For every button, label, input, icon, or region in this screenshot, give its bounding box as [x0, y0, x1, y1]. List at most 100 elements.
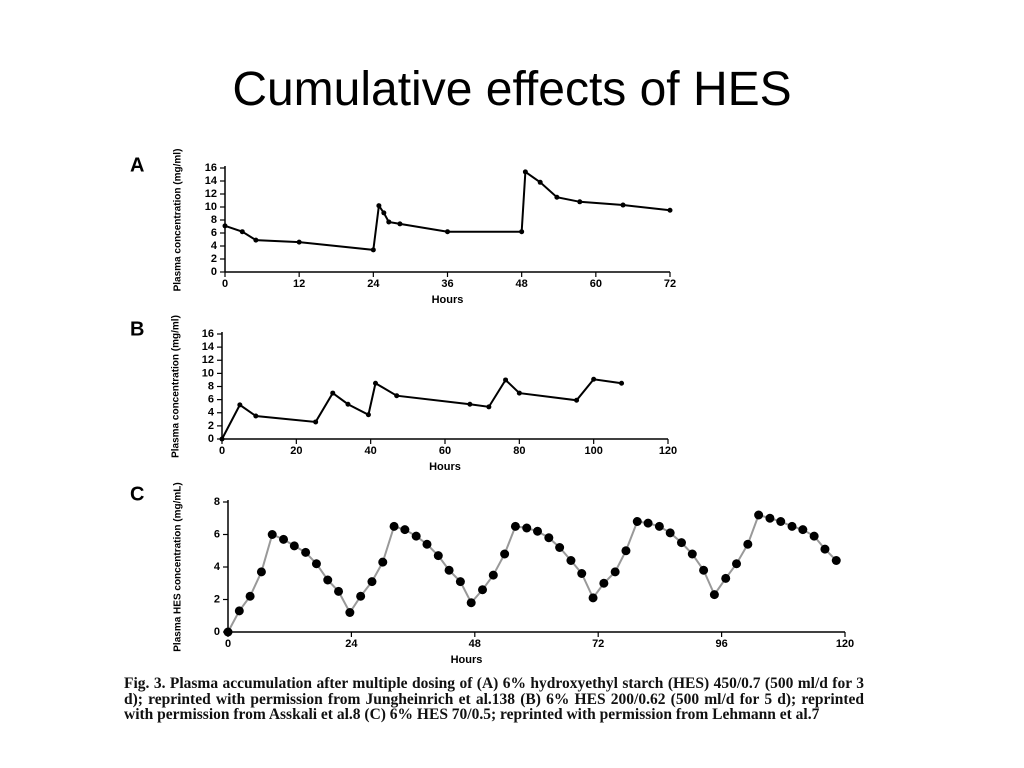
y-tick-label: 10 [205, 201, 217, 213]
data-point [239, 229, 245, 235]
data-point [296, 239, 302, 245]
y-tick-label: 0 [208, 433, 214, 445]
data-point [765, 513, 775, 523]
x-tick-label: 24 [367, 278, 380, 290]
data-point [345, 608, 355, 617]
data-point [588, 593, 598, 603]
data-point [345, 401, 351, 407]
data-point [256, 567, 266, 577]
data-line [221, 378, 622, 440]
data-point [267, 530, 277, 539]
data-point [389, 521, 399, 531]
data-point [555, 543, 565, 552]
data-point [334, 586, 344, 596]
x-tick-label: 72 [592, 638, 604, 650]
x-tick-label: 48 [469, 638, 481, 650]
data-point [676, 538, 686, 548]
data-point [699, 565, 709, 575]
y-axis-label: Plasma concentration (mg/ml) [171, 315, 182, 458]
data-point [367, 577, 377, 587]
panel-label: C [130, 483, 144, 505]
panel-label: A [130, 154, 144, 176]
data-point [566, 556, 576, 565]
data-point [370, 247, 376, 253]
y-tick-label: 2 [211, 253, 217, 265]
figure-caption: Fig. 3. Plasma accumulation after multip… [124, 675, 864, 723]
panel-label: B [130, 318, 144, 340]
x-tick-label: 60 [590, 278, 602, 290]
y-tick-label: 6 [211, 227, 217, 239]
data-point [445, 229, 450, 235]
x-tick-label: 20 [290, 445, 302, 457]
data-point [522, 169, 528, 175]
data-point [544, 533, 554, 543]
data-point [411, 531, 421, 541]
y-tick-label: 2 [214, 593, 220, 605]
data-point [732, 559, 742, 569]
data-point [610, 567, 620, 577]
data-point [591, 376, 597, 382]
data-point [743, 539, 753, 549]
y-tick-label: 16 [205, 162, 217, 174]
data-point [809, 531, 819, 541]
y-tick-label: 12 [205, 188, 217, 200]
data-point [577, 569, 587, 578]
data-point [620, 202, 626, 208]
data-point [776, 517, 786, 526]
data-point [533, 526, 543, 536]
data-point [574, 397, 580, 403]
y-axis-label: Plasma HES concentration (mg/mL) [173, 482, 184, 651]
data-point [577, 199, 583, 205]
data-point [394, 393, 400, 399]
data-point [510, 521, 520, 531]
x-tick-label: 48 [516, 278, 528, 290]
data-line [224, 170, 671, 251]
y-tick-label: 2 [208, 420, 214, 432]
data-point [234, 606, 244, 616]
x-axis-label: Hours [429, 461, 461, 473]
x-tick-label: 24 [345, 638, 358, 650]
data-point [687, 549, 697, 559]
y-tick-label: 6 [208, 394, 214, 406]
data-point [537, 179, 543, 185]
data-point [237, 402, 243, 408]
data-point [516, 390, 522, 396]
x-tick-label: 0 [219, 445, 225, 457]
data-point [519, 229, 525, 235]
data-point [754, 510, 764, 520]
y-tick-label: 4 [211, 240, 218, 252]
data-point [397, 221, 403, 227]
y-tick-label: 0 [214, 626, 220, 638]
data-point [599, 578, 609, 588]
data-point [667, 207, 673, 213]
data-point [486, 404, 492, 410]
data-point [422, 539, 432, 549]
data-point [488, 570, 498, 580]
y-tick-label: 10 [202, 367, 214, 379]
y-tick-label: 8 [214, 496, 220, 508]
x-tick-label: 100 [584, 445, 602, 457]
x-tick-label: 40 [365, 445, 377, 457]
data-point [554, 194, 560, 200]
x-axis-label: Hours [432, 294, 464, 306]
x-tick-label: 36 [441, 278, 453, 290]
data-point [632, 517, 642, 526]
data-point [444, 565, 454, 575]
data-point [621, 546, 631, 556]
x-tick-label: 12 [293, 278, 305, 290]
data-point [400, 525, 410, 535]
data-point [376, 203, 382, 209]
x-tick-label: 120 [659, 445, 677, 457]
data-point [330, 390, 336, 396]
data-point [721, 573, 731, 583]
data-point [356, 591, 366, 601]
data-point [503, 377, 509, 383]
y-tick-label: 8 [208, 380, 214, 392]
data-point [378, 557, 388, 567]
y-tick-label: 14 [205, 175, 218, 187]
data-line [227, 513, 837, 633]
data-point [478, 585, 488, 595]
x-axis-label: Hours [451, 654, 483, 666]
